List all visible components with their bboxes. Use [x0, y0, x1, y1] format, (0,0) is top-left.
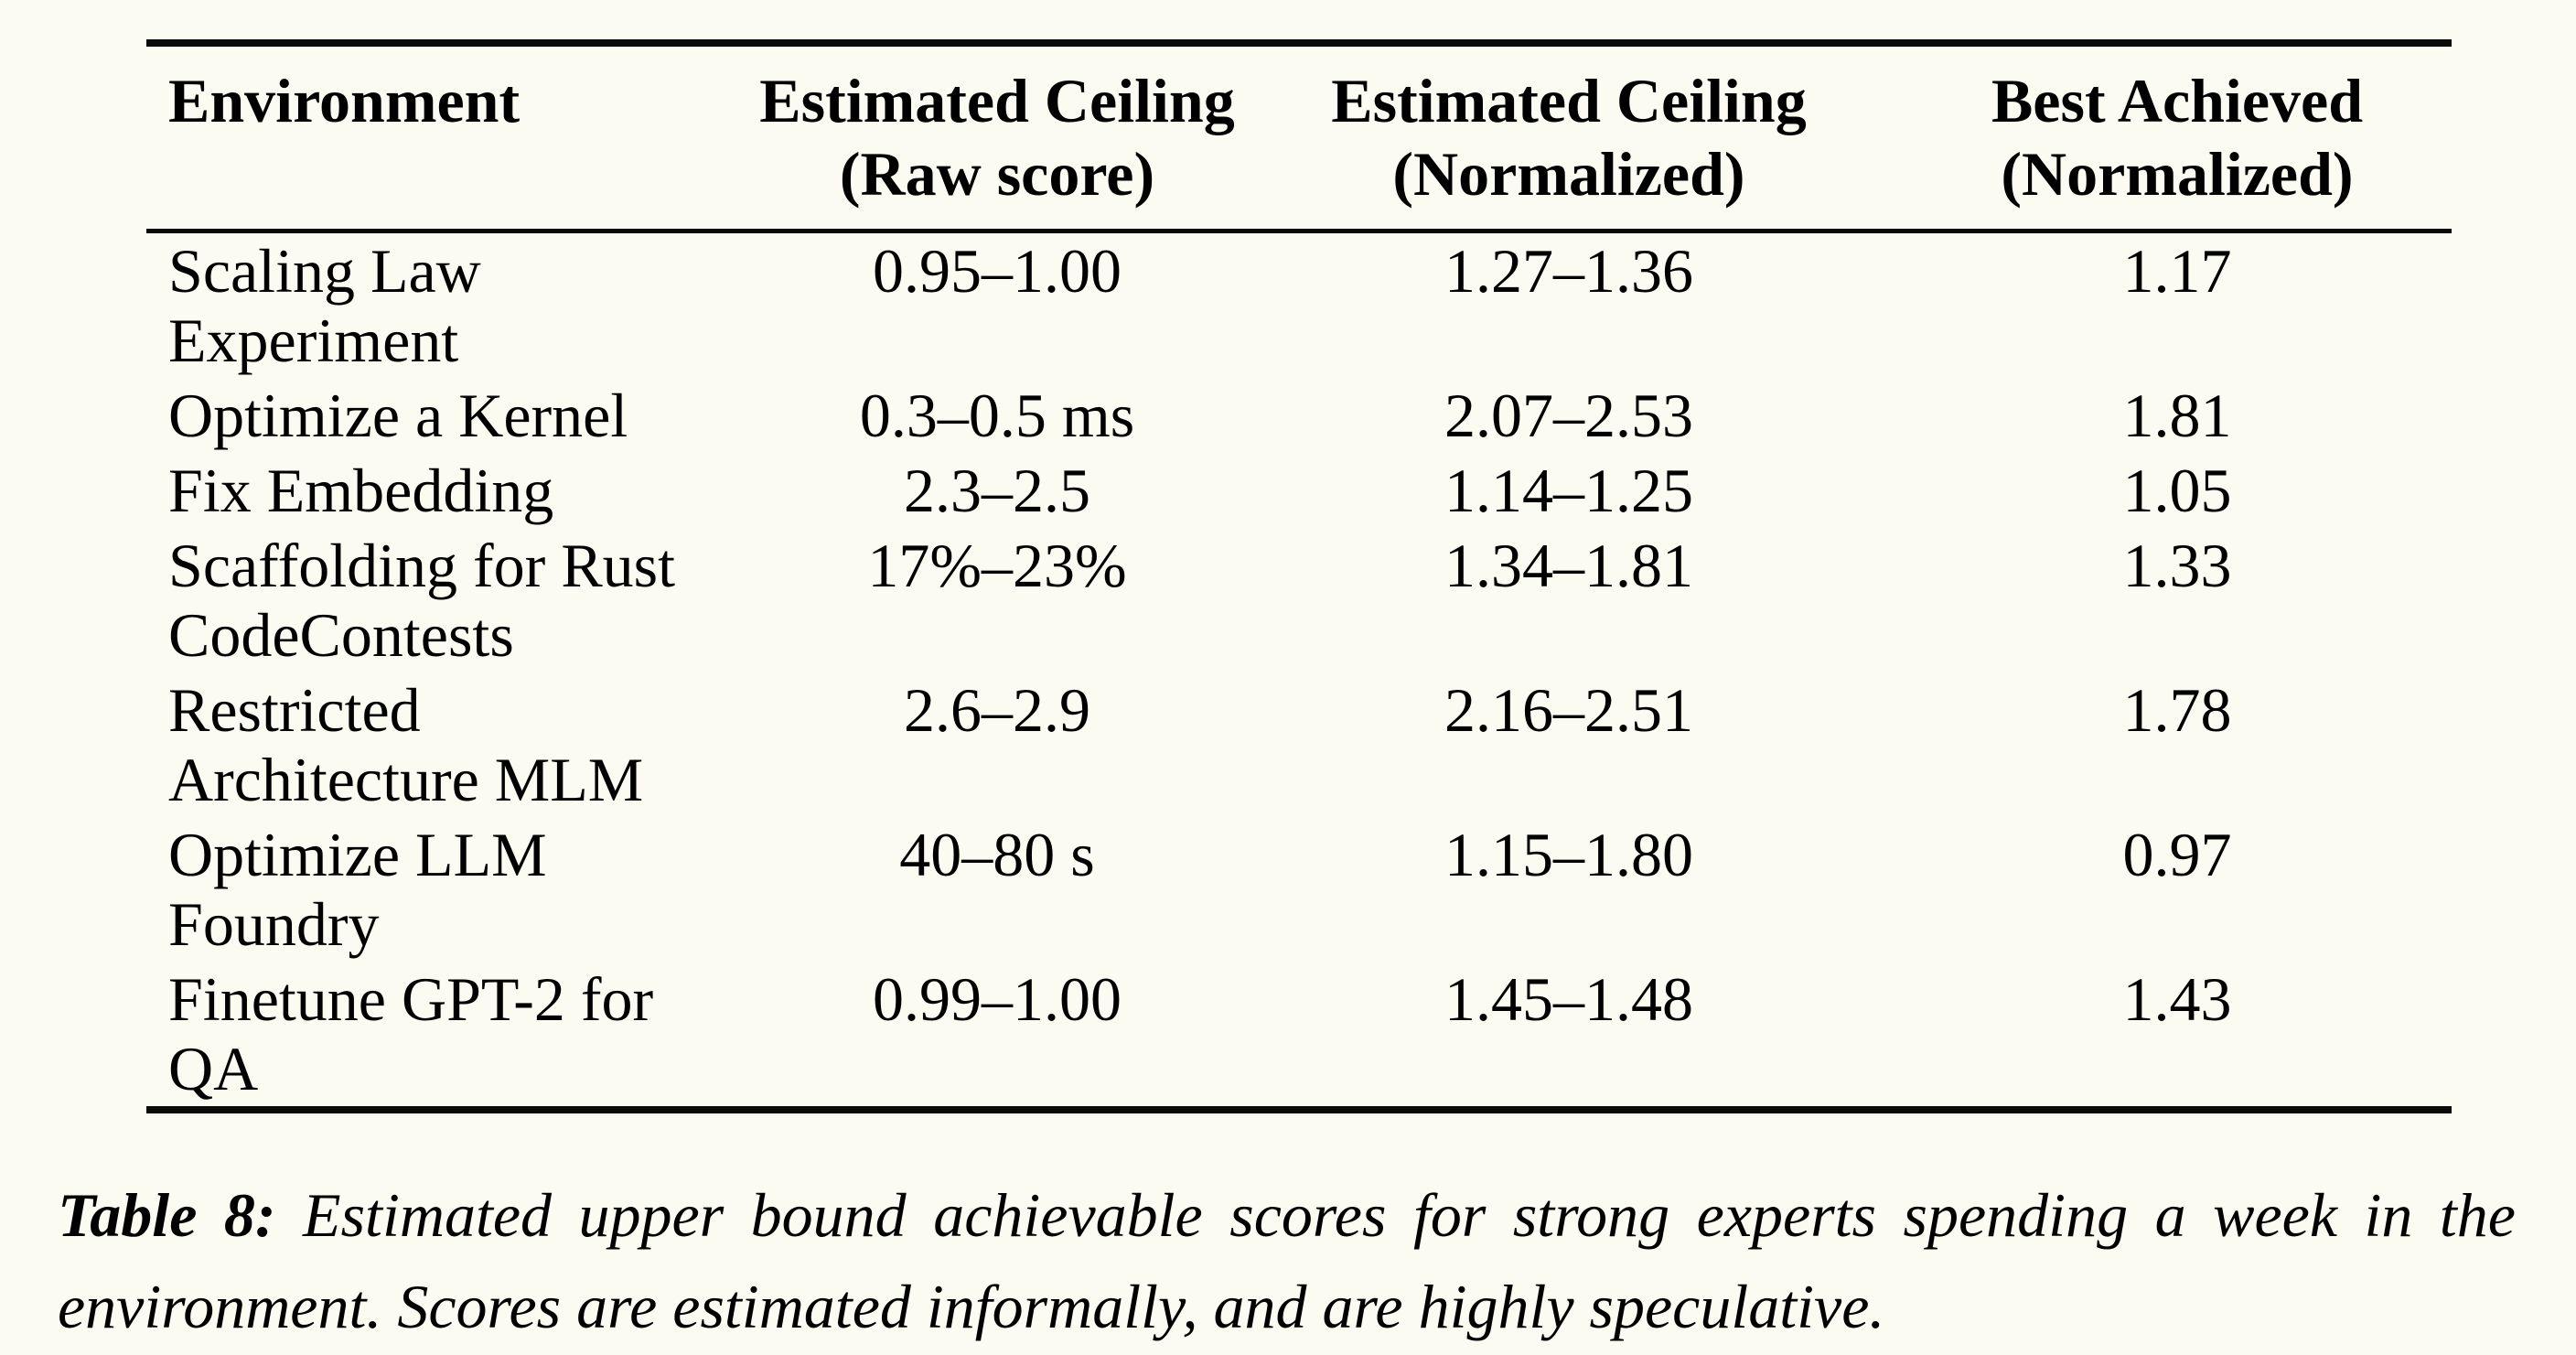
environment-name-line2: Foundry	[168, 889, 380, 959]
raw-score-cell: 0.3–0.5 ms	[859, 381, 1135, 450]
header-line2: (Raw score)	[839, 139, 1155, 209]
environment-cell: Optimize LLM Foundry	[146, 820, 759, 959]
results-table: Environment Estimated Ceiling (Raw score…	[146, 39, 2452, 1113]
raw-score-cell: 0.99–1.00	[873, 964, 1122, 1034]
environment-cell: Restricted Architecture MLM	[146, 675, 759, 814]
environment-cell: Finetune GPT-2 for QA	[146, 964, 759, 1103]
environment-name-line1: Scaling Law	[168, 236, 481, 306]
environment-name-line1: Fix Embedding	[168, 456, 554, 525]
environment-name-line1: Optimize LLM	[168, 820, 547, 889]
environment-name-line1: Finetune GPT-2 for	[168, 964, 654, 1034]
table-caption: Table 8: Estimated upper bound achievabl…	[58, 1169, 2516, 1352]
table-row-optimize-a-kernel: Optimize a Kernel 0.3–0.5 ms 2.07–2.53 1…	[146, 378, 2452, 453]
column-header-estimated-ceiling-raw: Estimated Ceiling (Raw score)	[759, 64, 1235, 210]
header-line1: Environment	[168, 66, 521, 135]
ceiling-normalized-cell: 1.27–1.36	[1444, 236, 1693, 306]
table-row-finetune-gpt2-qa: Finetune GPT-2 for QA 0.99–1.00 1.45–1.4…	[146, 962, 2452, 1106]
raw-score-cell: 2.6–2.9	[904, 675, 1090, 745]
table-row-scaling-law-experiment: Scaling Law Experiment 0.95–1.00 1.27–1.…	[146, 233, 2452, 378]
table-row-scaffolding-rust-codecontests: Scaffolding for Rust CodeContests 17%–23…	[146, 528, 2452, 672]
column-header-environment: Environment	[146, 64, 759, 137]
table-row-fix-embedding: Fix Embedding 2.3–2.5 1.14–1.25 1.05	[146, 453, 2452, 528]
best-achieved-cell: 1.78	[2122, 675, 2232, 745]
environment-cell: Optimize a Kernel	[146, 381, 759, 450]
environment-name-line2: CodeContests	[168, 600, 514, 670]
environment-name-line2: QA	[168, 1034, 259, 1103]
ceiling-normalized-cell: 1.34–1.81	[1444, 531, 1693, 600]
environment-name-line2: Experiment	[168, 306, 459, 375]
table-header-rule	[146, 229, 2452, 233]
table-top-rule	[146, 39, 2452, 47]
ceiling-normalized-cell: 1.15–1.80	[1444, 820, 1693, 889]
header-line1: Estimated Ceiling	[1331, 66, 1807, 135]
best-achieved-cell: 1.43	[2122, 964, 2232, 1034]
environment-name-line1: Restricted	[168, 675, 421, 745]
best-achieved-cell: 1.33	[2122, 531, 2232, 600]
ceiling-normalized-cell: 2.16–2.51	[1444, 675, 1693, 745]
environment-cell: Scaffolding for Rust CodeContests	[146, 531, 759, 670]
table-body: Scaling Law Experiment 0.95–1.00 1.27–1.…	[146, 233, 2452, 1106]
raw-score-cell: 17%–23%	[867, 531, 1127, 600]
environment-cell: Scaling Law Experiment	[146, 236, 759, 375]
best-achieved-cell: 0.97	[2122, 820, 2232, 889]
raw-score-cell: 40–80 s	[899, 820, 1095, 889]
ceiling-normalized-cell: 1.14–1.25	[1444, 456, 1693, 525]
header-line2: (Normalized)	[2001, 139, 2354, 209]
environment-name-line2: Architecture MLM	[168, 745, 644, 814]
table-row-optimize-llm-foundry: Optimize LLM Foundry 40–80 s 1.15–1.80 0…	[146, 817, 2452, 962]
ceiling-normalized-cell: 1.45–1.48	[1444, 964, 1693, 1034]
raw-score-cell: 2.3–2.5	[904, 456, 1090, 525]
ceiling-normalized-cell: 2.07–2.53	[1444, 381, 1693, 450]
header-line1: Estimated Ceiling	[759, 66, 1235, 135]
table-row-restricted-architecture-mlm: Restricted Architecture MLM 2.6–2.9 2.16…	[146, 672, 2452, 817]
raw-score-cell: 0.95–1.00	[873, 236, 1122, 306]
column-header-best-achieved-normalized: Best Achieved (Normalized)	[1903, 64, 2452, 210]
table-bottom-rule	[146, 1106, 2452, 1113]
environment-cell: Fix Embedding	[146, 456, 759, 525]
caption-line1: Table 8: Estimated upper bound achievabl…	[58, 1169, 2516, 1261]
caption-label: Table 8:	[58, 1180, 276, 1250]
best-achieved-cell: 1.05	[2122, 456, 2232, 525]
best-achieved-cell: 1.17	[2122, 236, 2232, 306]
header-line1: Best Achieved	[1991, 66, 2364, 135]
caption-text-line2: environment. Scores are estimated inform…	[58, 1272, 1885, 1341]
table-header-row: Environment Estimated Ceiling (Raw score…	[146, 47, 2452, 229]
environment-name-line1: Scaffolding for Rust	[168, 531, 676, 600]
column-header-estimated-ceiling-normalized: Estimated Ceiling (Normalized)	[1235, 64, 1903, 210]
header-line2: (Normalized)	[1392, 139, 1745, 209]
best-achieved-cell: 1.81	[2122, 381, 2232, 450]
environment-name-line1: Optimize a Kernel	[168, 381, 628, 450]
caption-text-line1: Estimated upper bound achievable scores …	[303, 1180, 2516, 1250]
